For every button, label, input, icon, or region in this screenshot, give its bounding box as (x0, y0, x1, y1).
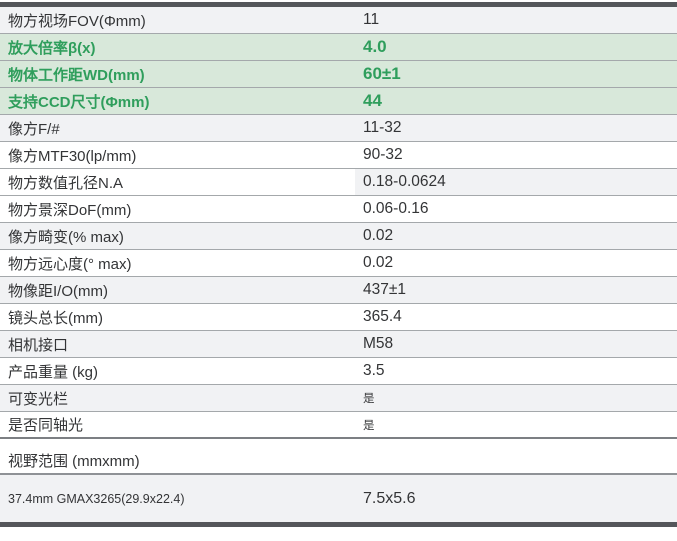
spec-label: 物方数值孔径N.A (8, 174, 124, 192)
spec-label: 放大倍率β(x) (8, 39, 96, 57)
spec-row-camera-mount: 相机接口 M58 (0, 331, 677, 358)
spec-label: 镜头总长(mm) (8, 309, 103, 327)
spec-label: 物方景深DoF(mm) (8, 201, 132, 219)
spec-label: 物像距I/O(mm) (8, 282, 108, 300)
spec-row-coaxial-light: 是否同轴光 是 (0, 412, 677, 439)
spec-value: 0.02 (363, 254, 394, 271)
spec-row-variable-iris: 可变光栏 是 (0, 385, 677, 412)
spec-value: 60±1 (363, 64, 401, 83)
spec-value: 0.18-0.0624 (355, 169, 677, 195)
spec-label: 产品重量 (kg) (8, 363, 99, 381)
spec-label: 物体工作距WD(mm) (8, 66, 145, 84)
sensor-label: 37.4mm GMAX3265(29.9x22.4) (8, 491, 185, 506)
spec-label: 像方MTF30(lp/mm) (8, 147, 137, 165)
spec-table: 物方视场FOV(Φmm) 11 放大倍率β(x) 4.0 物体工作距WD(mm)… (0, 7, 677, 439)
spec-value: 90-32 (363, 146, 403, 163)
spec-label: 是否同轴光 (8, 417, 84, 434)
spec-label: 像方畸变(% max) (8, 228, 124, 246)
spec-label: 物方远心度(° max) (8, 255, 132, 273)
spec-value: 0.02 (363, 227, 394, 244)
spec-value: 是 (363, 419, 375, 432)
spec-row-working-distance: 物体工作距WD(mm) 60±1 (0, 61, 677, 88)
fov-section-title: 视野范围 (mmxmm) (0, 448, 677, 475)
table-top-border (0, 2, 677, 7)
spec-value: 365.4 (363, 308, 402, 325)
spec-value: 0.06-0.16 (363, 200, 429, 217)
spec-label: 支持CCD尺寸(Φmm) (8, 93, 150, 111)
spec-sheet-page: 物方视场FOV(Φmm) 11 放大倍率β(x) 4.0 物体工作距WD(mm)… (0, 2, 677, 527)
spec-row-mtf30: 像方MTF30(lp/mm) 90-32 (0, 142, 677, 169)
spec-value: 11-32 (363, 119, 402, 136)
spec-value: 11 (363, 11, 380, 28)
spec-row-numerical-aperture: 物方数值孔径N.A 0.18-0.0624 (0, 169, 677, 196)
spec-row-io-distance: 物像距I/O(mm) 437±1 (0, 277, 677, 304)
spec-label: 像方F/# (8, 120, 60, 138)
spec-value: 是 (363, 393, 375, 405)
spec-label: 可变光栏 (8, 390, 69, 408)
spec-value: M58 (363, 335, 394, 352)
spec-row-fov: 物方视场FOV(Φmm) 11 (0, 7, 677, 34)
spec-value: 437±1 (363, 281, 406, 298)
spec-label: 相机接口 (8, 336, 69, 354)
spec-value: 4.0 (363, 37, 387, 56)
spec-row-magnification: 放大倍率β(x) 4.0 (0, 34, 677, 61)
spec-row-ccd-size: 支持CCD尺寸(Φmm) 44 (0, 88, 677, 115)
spec-row-weight: 产品重量 (kg) 3.5 (0, 358, 677, 385)
spec-row-fnumber: 像方F/# 11-32 (0, 115, 677, 142)
spec-row-total-length: 镜头总长(mm) 365.4 (0, 304, 677, 331)
spec-value: 44 (363, 91, 382, 110)
spec-value: 3.5 (363, 362, 385, 379)
sensor-fov-value: 7.5x5.6 (363, 489, 416, 507)
spec-row-telecentricity: 物方远心度(° max) 0.02 (0, 250, 677, 277)
spec-label: 物方视场FOV(Φmm) (8, 12, 146, 30)
spec-row-distortion: 像方畸变(% max) 0.02 (0, 223, 677, 250)
table-bottom-border (0, 522, 677, 527)
spec-row-dof: 物方景深DoF(mm) 0.06-0.16 (0, 196, 677, 223)
sensor-fov-row: 37.4mm GMAX3265(29.9x22.4) 7.5x5.6 (0, 475, 677, 522)
